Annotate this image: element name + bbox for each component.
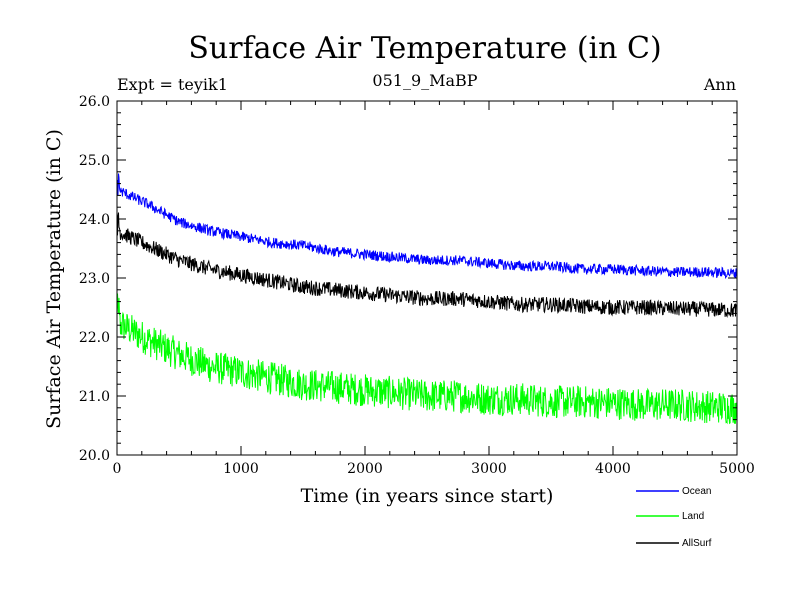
legend: Ocean Land AllSurf [636,486,712,549]
series-line-ocean [116,173,738,280]
y-tick-label: 21.0 [79,389,110,405]
y-tick-label: 20.0 [79,448,110,464]
legend-label-allsurf: AllSurf [682,538,712,549]
series-layer [116,173,738,425]
period-label: 051_9_MaBP [372,71,477,90]
chart-title: Surface Air Temperature (in C) [188,31,661,66]
y-tick-label: 25.0 [79,153,110,169]
y-tick-label: 23.0 [79,271,110,287]
x-axis-label: Time (in years since start) [301,485,554,507]
y-tick-label: 26.0 [79,94,110,110]
tick-label-layer: 0 1000 2000 3000 4000 5000 20.0 21.0 22.0 23.0 24.… [79,94,755,477]
legend-label-ocean: Ocean [682,486,711,497]
y-tick-label: 22.0 [79,330,110,346]
x-tick-label: 2000 [347,461,383,477]
y-tick-label: 24.0 [79,212,110,228]
legend-label-land: Land [682,511,704,522]
x-tick-label: 4000 [595,461,631,477]
season-label: Ann [703,75,736,94]
x-tick-label: 1000 [223,461,259,477]
series-line-land [116,293,738,425]
series-line-allsurf [116,212,738,318]
y-axis-label: Surface Air Temperature (in C) [43,129,65,429]
x-tick-label: 3000 [471,461,507,477]
x-tick-label: 0 [113,461,122,477]
axes-layer [116,100,738,456]
experiment-label: Expt = teyik1 [117,75,228,94]
x-tick-label: 5000 [719,461,755,477]
